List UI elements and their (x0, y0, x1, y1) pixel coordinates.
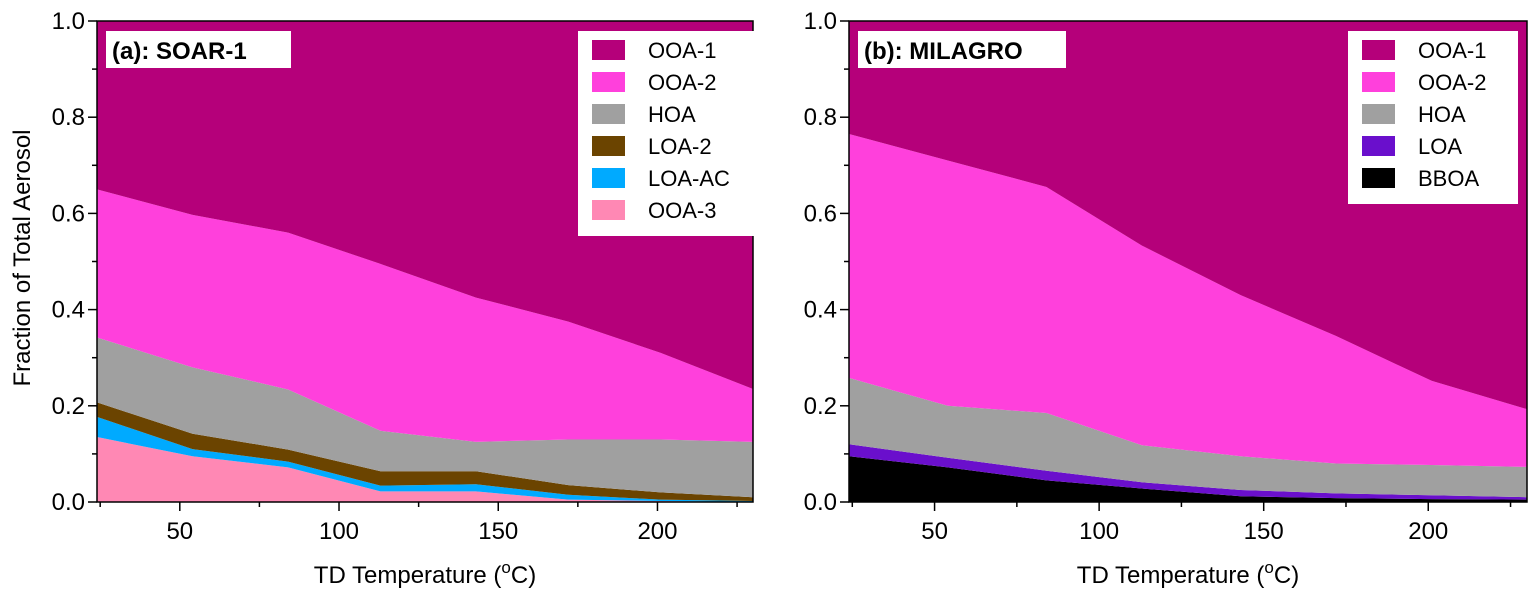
x-tick-label: 150 (478, 518, 518, 545)
legend-label: BBOA (1418, 166, 1479, 191)
panel-title-background (106, 31, 291, 68)
legend-label: HOA (1418, 102, 1466, 127)
panel-title-box: (a): SOAR-1 (106, 31, 291, 68)
legend-label: OOA-2 (1418, 70, 1486, 95)
legend-swatch (592, 136, 625, 156)
x-tick-label: 100 (1079, 518, 1119, 545)
legend-swatch (592, 200, 625, 220)
x-tick-label: 150 (1244, 518, 1284, 545)
legend-swatch (592, 168, 625, 188)
panel-b: 0.0 0.2 0.4 0.6 0.8 1.0 50 100 150 200 TD Temperat… (804, 8, 1528, 589)
area-hoa (97, 337, 753, 498)
legend-label: OOA-2 (648, 70, 716, 95)
x-tick-label: 100 (319, 518, 359, 545)
panel-title: (a): SOAR-1 (112, 38, 247, 65)
area-ooa-2 (97, 189, 753, 442)
y-tick-label: 0.0 (52, 489, 85, 516)
area-bboa (849, 456, 1527, 502)
legend-swatch (592, 104, 625, 124)
panel-title: (b): MILAGRO (864, 38, 1023, 65)
x-tick-label: 200 (637, 518, 677, 545)
legend-label: HOA (648, 102, 696, 127)
x-axis-title: TD Temperature (oC) (314, 558, 536, 589)
y-tick-label: 0.6 (52, 200, 85, 227)
panel-title-background (858, 31, 1066, 68)
legend-swatch (1362, 72, 1395, 92)
y-tick-label: 0.8 (52, 104, 85, 131)
legend-label: LOA-2 (648, 134, 712, 159)
area-loa-2 (97, 402, 753, 502)
legend-swatch (1362, 40, 1395, 60)
y-tick-label: 0.2 (52, 393, 85, 420)
x-tick-label: 50 (921, 518, 948, 545)
legend-swatch (592, 40, 625, 60)
x-axis-title: TD Temperature (oC) (1077, 558, 1299, 589)
legend: OOA-1 OOA-2 HOA LOA BBOA (1348, 31, 1518, 204)
area-hoa (849, 377, 1527, 498)
area-ooa-2 (849, 134, 1527, 467)
legend-label: OOA-1 (648, 38, 716, 63)
panel-a: 0.0 0.2 0.4 0.6 0.8 1.0 50 100 150 200 TD Temperat… (52, 8, 760, 589)
legend-label: LOA (1418, 134, 1462, 159)
panel-title-box: (b): MILAGRO (858, 31, 1066, 68)
legend-swatch (1362, 136, 1395, 156)
y-tick-label: 0.6 (804, 200, 837, 227)
area-ooa-3 (97, 437, 753, 502)
y-tick-label: 1.0 (52, 8, 85, 35)
y-tick-label: 0.0 (804, 489, 837, 516)
legend-label: LOA-AC (648, 166, 730, 191)
area-loa (849, 444, 1527, 500)
area-loa-ac (97, 416, 753, 502)
y-tick-label: 0.4 (804, 297, 837, 324)
legend-swatch (1362, 104, 1395, 124)
legend-swatch (1362, 168, 1395, 188)
y-tick-label: 1.0 (804, 8, 837, 35)
x-tick-label: 200 (1408, 518, 1448, 545)
legend: OOA-1 OOA-2 HOA LOA-2 LOA-AC OOA-3 (578, 31, 760, 236)
y-tick-label: 0.8 (804, 104, 837, 131)
legend-label: OOA-3 (648, 198, 716, 223)
legend-swatch (592, 72, 625, 92)
y-tick-label: 0.2 (804, 393, 837, 420)
y-tick-label: 0.4 (52, 297, 85, 324)
legend-label: OOA-1 (1418, 38, 1486, 63)
x-tick-label: 50 (166, 518, 193, 545)
y-axis-title: Fraction of Total Aerosol (9, 129, 36, 386)
